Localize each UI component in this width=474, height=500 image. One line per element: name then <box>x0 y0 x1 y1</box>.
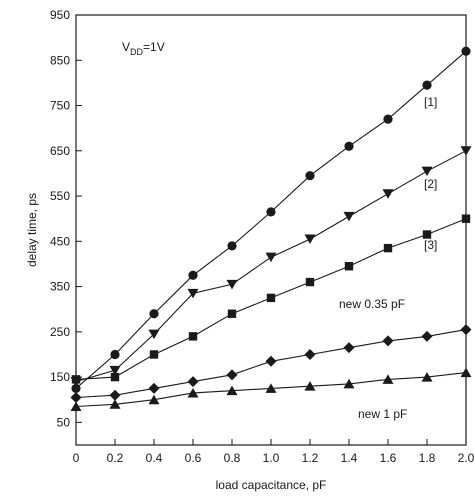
data-point-triangle-down <box>343 211 355 222</box>
data-point-triangle-down <box>148 329 160 340</box>
data-point-square <box>227 309 237 318</box>
data-point-circle <box>344 141 354 151</box>
data-point-circle <box>188 270 198 280</box>
x-tick-label: 0 <box>73 451 80 465</box>
data-point-diamond <box>421 330 433 342</box>
series-line <box>75 50 467 389</box>
data-point-triangle-down <box>421 166 433 177</box>
series-label-new-035: new 0.35 pF <box>339 297 405 311</box>
series-label-3: [3] <box>424 238 437 252</box>
x-axis-title: load capacitance, pF <box>216 478 327 492</box>
series-3 <box>71 214 471 384</box>
data-point-circle <box>383 114 393 124</box>
data-point-diamond <box>148 382 160 394</box>
x-tick-label: 0.4 <box>146 451 163 465</box>
y-tick-label: 350 <box>50 280 70 294</box>
x-tick-label: 1.4 <box>341 451 358 465</box>
y-axis: 50 150 250 350 450 550 650 750 850 950 <box>50 8 82 429</box>
x-tick-label: 2.0 <box>458 451 474 465</box>
data-point-diamond <box>343 342 355 354</box>
x-tick-label: 1.0 <box>263 451 280 465</box>
x-tick-label: 0.2 <box>107 451 124 465</box>
data-point-triangle-down <box>265 252 277 263</box>
data-point-circle <box>71 383 81 394</box>
data-point-triangle-down <box>304 234 316 245</box>
x-axis: 0 0.2 0.4 0.6 0.8 1.0 1.2 1.4 1.6 1.8 2.0 <box>73 439 474 465</box>
vdd-symbol: V <box>122 40 130 54</box>
plot-frame <box>75 14 467 446</box>
data-point-square <box>422 230 432 239</box>
data-point-triangle-up <box>187 387 199 398</box>
data-point-triangle-up <box>382 374 394 384</box>
data-point-square <box>71 375 81 384</box>
series-label-2: [2] <box>424 177 437 191</box>
y-tick-label: 450 <box>50 234 70 248</box>
data-point-square <box>266 293 276 303</box>
data-point-triangle-up <box>265 383 277 393</box>
data-point-square <box>149 350 159 359</box>
data-point-triangle-up <box>70 401 82 412</box>
data-point-circle <box>461 46 471 56</box>
vdd-annotation: VDD=1V <box>122 40 165 57</box>
data-point-triangle-up <box>109 399 121 409</box>
data-point-diamond <box>226 369 238 381</box>
y-tick-label: 750 <box>50 99 70 113</box>
data-point-circle <box>149 309 159 319</box>
data-point-circle <box>227 241 237 251</box>
y-tick-label: 50 <box>57 415 71 429</box>
data-point-triangle-down <box>109 365 121 376</box>
data-point-diamond <box>70 391 82 403</box>
series-2 <box>70 146 472 387</box>
data-point-diamond <box>109 389 121 401</box>
y-axis-title: delay time, ps <box>25 193 39 267</box>
vdd-value: =1V <box>143 40 165 54</box>
y-tick-label: 550 <box>50 189 70 203</box>
data-point-triangle-down <box>382 189 394 199</box>
y-tick-label: 250 <box>50 325 70 339</box>
data-point-diamond <box>187 376 199 388</box>
data-point-triangle-down <box>460 146 472 156</box>
data-point-square <box>188 332 198 341</box>
series-line <box>75 150 467 383</box>
x-tick-label: 0.6 <box>185 451 202 465</box>
data-point-triangle-up <box>226 385 238 396</box>
x-tick-label: 1.6 <box>380 451 397 465</box>
data-point-diamond <box>382 335 394 347</box>
y-tick-label: 850 <box>50 53 70 67</box>
data-point-square <box>461 214 471 223</box>
data-point-square <box>383 243 393 253</box>
series-layer <box>70 46 472 412</box>
data-point-circle <box>422 80 432 90</box>
y-tick-label: 150 <box>50 370 70 384</box>
x-tick-label: 1.2 <box>302 451 319 465</box>
data-point-square <box>110 372 120 382</box>
x-tick-label: 0.8 <box>224 451 241 465</box>
data-point-triangle-up <box>304 381 316 391</box>
series-label-new-1pf: new 1 pF <box>358 407 407 421</box>
data-point-triangle-up <box>343 378 355 389</box>
data-point-triangle-up <box>148 394 160 405</box>
data-point-square <box>344 262 354 271</box>
data-point-triangle-down <box>187 288 199 299</box>
data-point-triangle-down <box>226 279 238 290</box>
data-point-square <box>305 277 315 287</box>
data-point-diamond <box>460 324 472 336</box>
data-point-circle <box>305 171 315 181</box>
series-label-1: [1] <box>424 95 437 109</box>
data-point-diamond <box>265 355 277 367</box>
data-point-circle <box>266 207 276 217</box>
series-1 <box>71 46 471 394</box>
vdd-subscript: DD <box>130 47 143 57</box>
x-tick-label: 1.8 <box>419 451 436 465</box>
y-tick-label: 650 <box>50 144 70 158</box>
data-point-circle <box>110 349 120 360</box>
series-4 <box>70 324 472 403</box>
data-point-diamond <box>304 348 316 360</box>
data-point-triangle-up <box>460 367 472 378</box>
data-point-triangle-up <box>421 372 433 382</box>
y-tick-label: 950 <box>50 8 70 22</box>
series-5 <box>70 367 472 412</box>
